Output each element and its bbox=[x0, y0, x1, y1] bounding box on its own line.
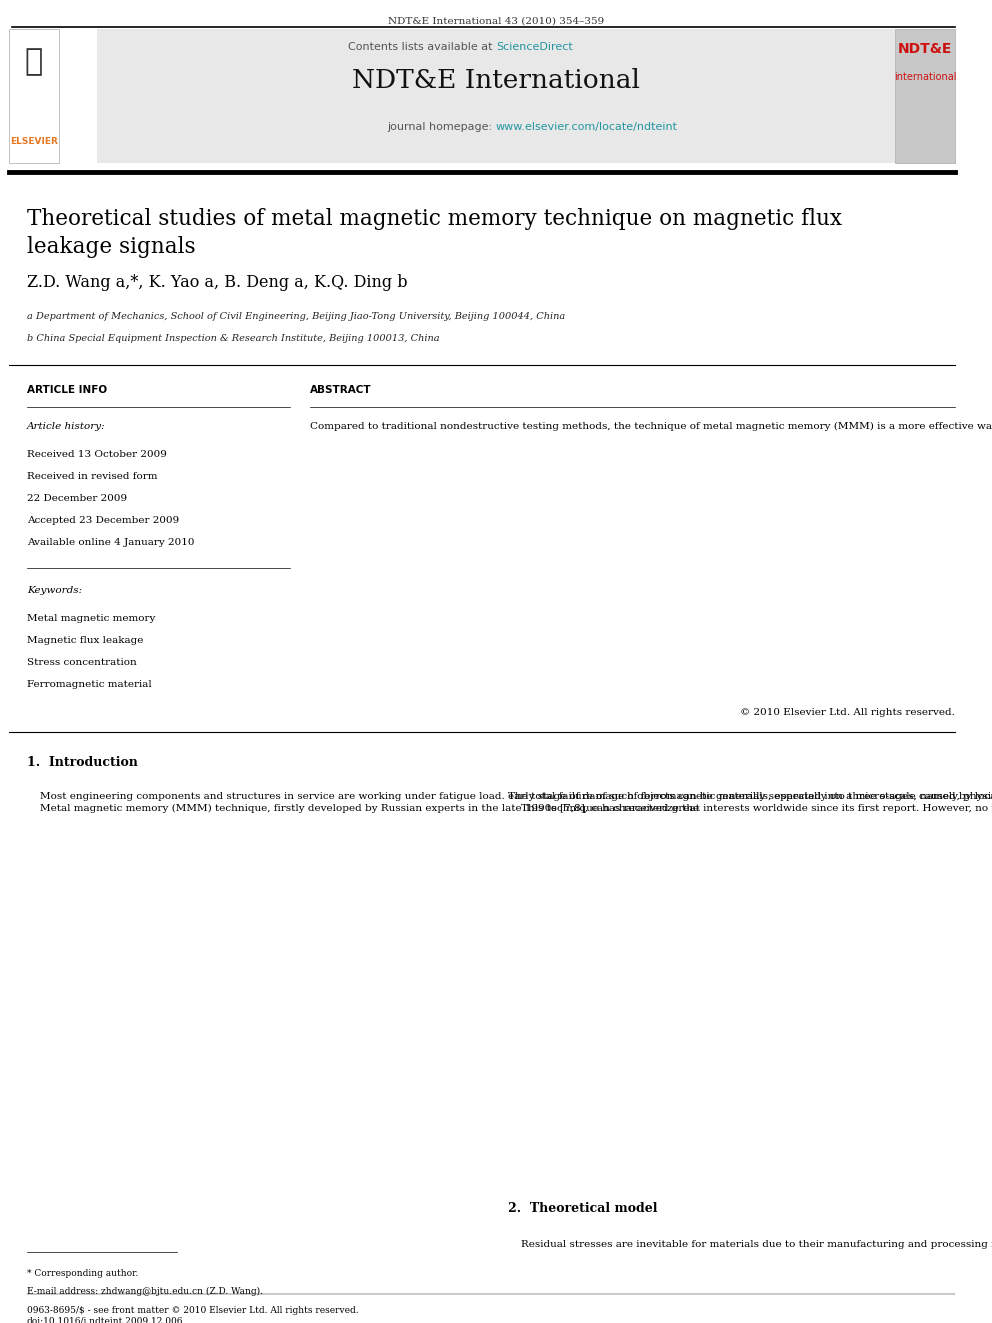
Text: Received in revised form: Received in revised form bbox=[27, 472, 158, 482]
Text: Compared to traditional nondestructive testing methods, the technique of metal m: Compared to traditional nondestructive t… bbox=[310, 422, 992, 431]
Text: NDT&E: NDT&E bbox=[898, 42, 952, 56]
Text: www.elsevier.com/locate/ndteint: www.elsevier.com/locate/ndteint bbox=[496, 122, 678, 132]
Text: a Department of Mechanics, School of Civil Engineering, Beijing Jiao-Tong Univer: a Department of Mechanics, School of Civ… bbox=[27, 312, 565, 321]
Text: Contents lists available at: Contents lists available at bbox=[348, 42, 496, 52]
Text: international: international bbox=[894, 71, 956, 82]
Text: Residual stresses are inevitable for materials due to their manufacturing and pr: Residual stresses are inevitable for mat… bbox=[508, 1240, 992, 1249]
FancyBboxPatch shape bbox=[895, 29, 955, 163]
Text: Metal magnetic memory: Metal magnetic memory bbox=[27, 614, 156, 623]
Text: * Corresponding author.: * Corresponding author. bbox=[27, 1269, 138, 1278]
Text: Received 13 October 2009: Received 13 October 2009 bbox=[27, 450, 167, 459]
Text: NDT&E International: NDT&E International bbox=[352, 67, 640, 93]
Text: Stress concentration: Stress concentration bbox=[27, 658, 137, 667]
Text: early stage of damage of ferromagnetic materials, especially on a micro-scale ca: early stage of damage of ferromagnetic m… bbox=[508, 792, 992, 814]
Text: Article history:: Article history: bbox=[27, 422, 105, 431]
Text: doi:10.1016/j.ndteint.2009.12.006: doi:10.1016/j.ndteint.2009.12.006 bbox=[27, 1316, 184, 1323]
Text: 22 December 2009: 22 December 2009 bbox=[27, 493, 127, 503]
Text: Most engineering components and structures in service are working under fatigue : Most engineering components and structur… bbox=[27, 792, 992, 814]
Text: Keywords:: Keywords: bbox=[27, 586, 82, 595]
Text: ABSTRACT: ABSTRACT bbox=[310, 385, 372, 396]
Text: Available online 4 January 2010: Available online 4 January 2010 bbox=[27, 538, 194, 546]
Text: Z.D. Wang a,*, K. Yao a, B. Deng a, K.Q. Ding b: Z.D. Wang a,*, K. Yao a, B. Deng a, K.Q.… bbox=[27, 274, 408, 291]
Text: Theoretical studies of metal magnetic memory technique on magnetic flux
leakage : Theoretical studies of metal magnetic me… bbox=[27, 208, 842, 258]
Text: ARTICLE INFO: ARTICLE INFO bbox=[27, 385, 107, 396]
Text: ELSEVIER: ELSEVIER bbox=[10, 138, 58, 147]
FancyBboxPatch shape bbox=[97, 29, 895, 163]
Text: Accepted 23 December 2009: Accepted 23 December 2009 bbox=[27, 516, 180, 525]
Text: Ferromagnetic material: Ferromagnetic material bbox=[27, 680, 152, 689]
FancyBboxPatch shape bbox=[9, 29, 59, 163]
Text: b China Special Equipment Inspection & Research Institute, Beijing 100013, China: b China Special Equipment Inspection & R… bbox=[27, 333, 439, 343]
Text: 🌲: 🌲 bbox=[25, 48, 43, 77]
Text: 1.  Introduction: 1. Introduction bbox=[27, 755, 138, 769]
Text: © 2010 Elsevier Ltd. All rights reserved.: © 2010 Elsevier Ltd. All rights reserved… bbox=[740, 708, 955, 717]
Text: NDT&E International 43 (2010) 354–359: NDT&E International 43 (2010) 354–359 bbox=[388, 17, 604, 26]
Text: ScienceDirect: ScienceDirect bbox=[496, 42, 572, 52]
Text: 0963-8695/$ - see front matter © 2010 Elsevier Ltd. All rights reserved.: 0963-8695/$ - see front matter © 2010 El… bbox=[27, 1306, 359, 1315]
Text: Magnetic flux leakage: Magnetic flux leakage bbox=[27, 636, 144, 646]
Text: E-mail address: zhdwang@bjtu.edu.cn (Z.D. Wang).: E-mail address: zhdwang@bjtu.edu.cn (Z.D… bbox=[27, 1287, 263, 1297]
Text: 2.  Theoretical model: 2. Theoretical model bbox=[508, 1203, 658, 1215]
Text: journal homepage:: journal homepage: bbox=[387, 122, 496, 132]
